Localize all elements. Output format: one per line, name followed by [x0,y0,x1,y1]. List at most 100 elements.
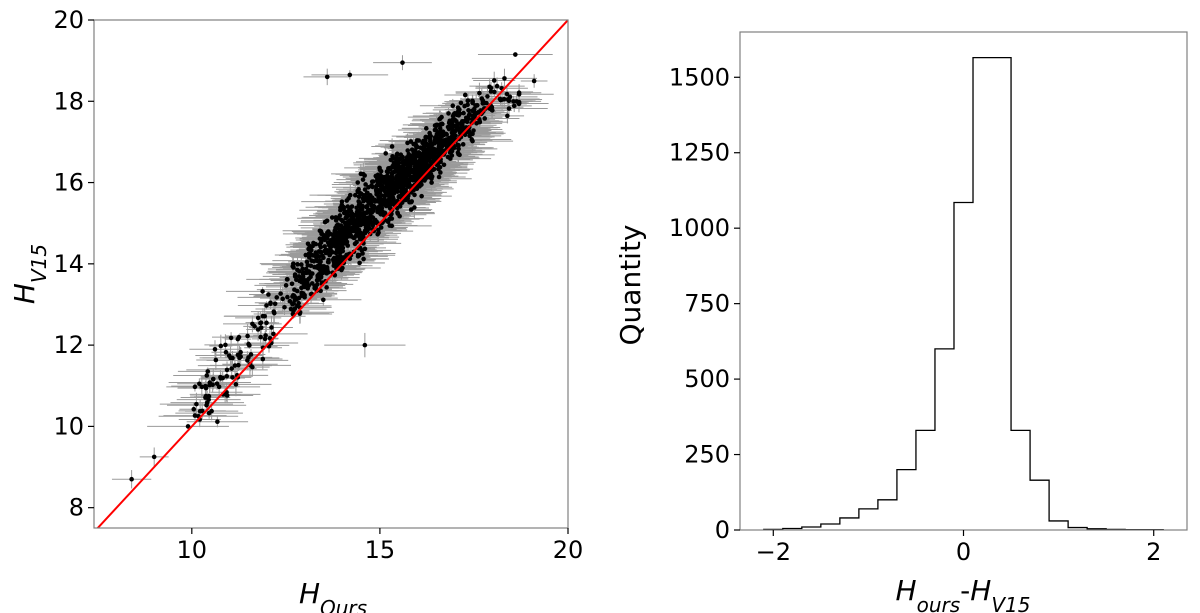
data-point [357,234,362,240]
data-point [378,168,384,174]
data-point [362,246,368,252]
data-point [372,218,378,224]
data-point [295,262,300,267]
histogram-bin [916,430,935,530]
data-point [325,230,330,236]
data-point [260,289,265,294]
data-point [233,382,239,387]
data-point [355,254,361,259]
histogram-axes-frame [739,31,1188,531]
data-point [361,256,366,262]
data-point [462,92,468,98]
data-point [412,192,417,198]
data-point [325,270,331,275]
data-point [502,76,507,81]
data-point [456,146,461,152]
data-point [401,173,407,179]
reference-line-y-equals-x [96,20,568,528]
data-point [303,266,309,272]
data-point [268,300,273,306]
data-point [319,269,325,275]
y-tick-label: 500 [684,365,730,393]
data-point [396,185,401,190]
data-point [416,138,422,143]
data-point [296,269,302,274]
data-point [151,454,157,460]
data-point [321,235,326,240]
data-point [360,203,365,209]
data-point [408,207,414,212]
data-point [449,148,455,154]
data-point [347,192,353,198]
data-point [222,392,228,397]
data-point [378,178,384,184]
data-point [397,213,402,219]
data-point [389,174,395,180]
data-point [218,374,223,380]
scatter-x-axis-label: HOurs [299,577,367,613]
data-point [362,187,368,192]
data-point [431,152,436,158]
histogram-bin [840,518,859,530]
data-point [264,320,269,326]
data-point [365,218,370,223]
data-point [397,204,403,209]
data-point [458,120,464,126]
data-point [229,366,234,371]
data-point [360,251,365,256]
data-point [485,94,490,99]
data-point [339,266,345,271]
data-point [339,244,345,250]
data-point [419,163,425,169]
data-point [362,173,367,178]
data-point [470,138,475,144]
data-point [372,199,378,204]
data-point [308,263,314,269]
data-point [491,78,497,83]
data-point [366,184,371,190]
data-point [215,419,220,425]
data-point [297,311,303,316]
data-point [223,349,229,355]
data-point [410,160,416,166]
data-point [316,272,321,278]
data-point [494,83,500,89]
data-point [413,175,418,180]
data-point [324,74,330,80]
data-point [479,96,485,101]
data-point [461,110,466,116]
data-point [428,133,434,139]
data-point [311,258,317,264]
data-point [423,158,428,163]
histogram-bin [954,203,973,530]
x-tick-label: 15 [365,536,396,564]
data-point [287,298,293,304]
data-point [388,193,393,198]
data-point [377,194,383,200]
data-point [389,144,395,149]
data-point [129,476,134,482]
data-point [360,211,365,217]
data-point [356,215,362,221]
data-point [317,236,323,242]
data-point [466,112,472,118]
data-point [250,321,255,327]
data-point [401,170,407,176]
data-point [299,290,304,296]
y-tick-label: 250 [684,441,730,469]
data-point [315,282,320,287]
data-point [455,105,461,111]
data-point [207,382,212,388]
data-point [409,169,415,175]
histogram-y-axis-label: Quantity [614,225,647,346]
data-point [443,143,449,148]
data-point [228,335,234,341]
data-point [417,159,422,165]
data-point [264,303,269,308]
data-point [362,196,367,202]
data-point [358,171,364,177]
scatter-y-axis-label: HV15 [8,244,51,304]
data-point [278,291,283,296]
scatter-axes-frame [93,19,569,529]
data-point [433,156,438,162]
